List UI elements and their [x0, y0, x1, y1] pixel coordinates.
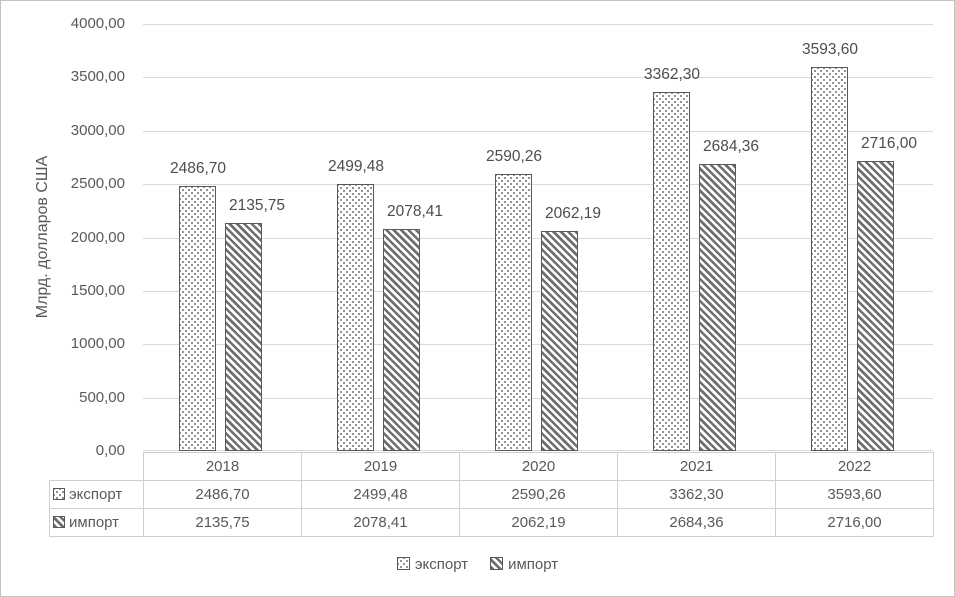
bar-import-2019: [383, 229, 420, 451]
table-cell-export-2019: 2499,48: [301, 480, 460, 509]
bar-value-label-import-2020: 2062,19: [544, 205, 602, 222]
gridline-1000: [143, 344, 933, 345]
table-year-cell: 2022: [775, 452, 934, 481]
gridline-3000: [143, 131, 933, 132]
bar-export-2018: [179, 186, 216, 451]
bar-value-label-import-2021: 2684,36: [702, 138, 760, 155]
table-year-cell: 2019: [301, 452, 460, 481]
table-row-header-import: импорт: [49, 508, 144, 537]
bar-value-label-import-2022: 2716,00: [860, 135, 918, 152]
table-cell-export-2022: 3593,60: [775, 480, 934, 509]
y-axis-tick-label: 4000,00: [70, 15, 125, 32]
table-cell-import-2022: 2716,00: [775, 508, 934, 537]
y-axis-tick-label: 3500,00: [70, 68, 125, 85]
legend-item-export: экспорт: [396, 556, 469, 573]
table-cell-export-2021: 3362,30: [617, 480, 776, 509]
legend-label-export: экспорт: [414, 556, 469, 573]
table-year-row: 2018 2019 2020 2021 2022: [49, 452, 934, 481]
bar-value-label-export-2022: 3593,60: [801, 41, 859, 58]
gridline-1500: [143, 291, 933, 292]
legend-label-import: импорт: [508, 556, 559, 573]
y-axis-tick-label: 3000,00: [70, 122, 125, 139]
bar-value-label-export-2019: 2499,48: [327, 158, 385, 175]
gridline-0: [143, 450, 933, 451]
y-axis-tick-label: 1500,00: [70, 282, 125, 299]
table-cell-export-2018: 2486,70: [143, 480, 302, 509]
table-row-header-label: импорт: [69, 514, 120, 531]
bar-value-label-export-2021: 3362,30: [643, 66, 701, 83]
export-series-key-icon: [53, 488, 65, 500]
table-row-export: экспорт 2486,70 2499,48 2590,26 3362,30 3593,…: [49, 480, 934, 509]
gridline-500: [143, 398, 933, 399]
table-row-header-export: экспорт: [49, 480, 144, 509]
table-year-cell: 2020: [459, 452, 618, 481]
bar-value-label-import-2018: 2135,75: [228, 197, 286, 214]
plot-area: 2486,70 2135,75 2499,48 2078,41 2590,26 2062,…: [143, 24, 933, 451]
y-axis-tick-label: 500,00: [79, 389, 125, 406]
data-table: 2018 2019 2020 2021 2022 экспорт 2486,70 2499,4…: [49, 452, 934, 537]
y-axis-tick-label: 0,00: [95, 442, 125, 459]
bar-value-label-export-2020: 2590,26: [485, 148, 543, 165]
bar-export-2021: [653, 92, 690, 451]
table-cell-import-2019: 2078,41: [301, 508, 460, 537]
gridline-2500: [143, 184, 933, 185]
table-year-cell: 2018: [143, 452, 302, 481]
gridline-3500: [143, 77, 933, 78]
bar-import-2021: [699, 164, 736, 451]
bar-export-2020: [495, 174, 532, 451]
import-legend-key-icon: [490, 557, 504, 570]
gridline-4000: [143, 24, 933, 25]
y-axis-tick-label: 2000,00: [70, 229, 125, 246]
y-axis-tick-label: 1000,00: [70, 335, 125, 352]
bar-export-2022: [811, 67, 848, 451]
table-cell-import-2020: 2062,19: [459, 508, 618, 537]
bar-value-label-import-2019: 2078,41: [386, 203, 444, 220]
table-cell-import-2021: 2684,36: [617, 508, 776, 537]
table-row-import: импорт 2135,75 2078,41 2062,19 2684,36 2716,0…: [49, 508, 934, 537]
legend-item-import: импорт: [490, 556, 558, 573]
table-year-cell: 2021: [617, 452, 776, 481]
import-series-key-icon: [53, 516, 65, 528]
bar-import-2020: [541, 231, 578, 451]
bar-value-label-export-2018: 2486,70: [169, 160, 227, 177]
gridline-2000: [143, 238, 933, 239]
bar-import-2022: [857, 161, 894, 451]
bar-import-2018: [225, 223, 262, 451]
table-row-header-label: экспорт: [69, 486, 123, 503]
bar-export-2019: [337, 184, 374, 451]
table-cell-import-2018: 2135,75: [143, 508, 302, 537]
legend: экспорт импорт: [1, 556, 954, 573]
y-axis-tick-label: 2500,00: [70, 175, 125, 192]
table-cell-export-2020: 2590,26: [459, 480, 618, 509]
export-legend-key-icon: [396, 557, 410, 570]
